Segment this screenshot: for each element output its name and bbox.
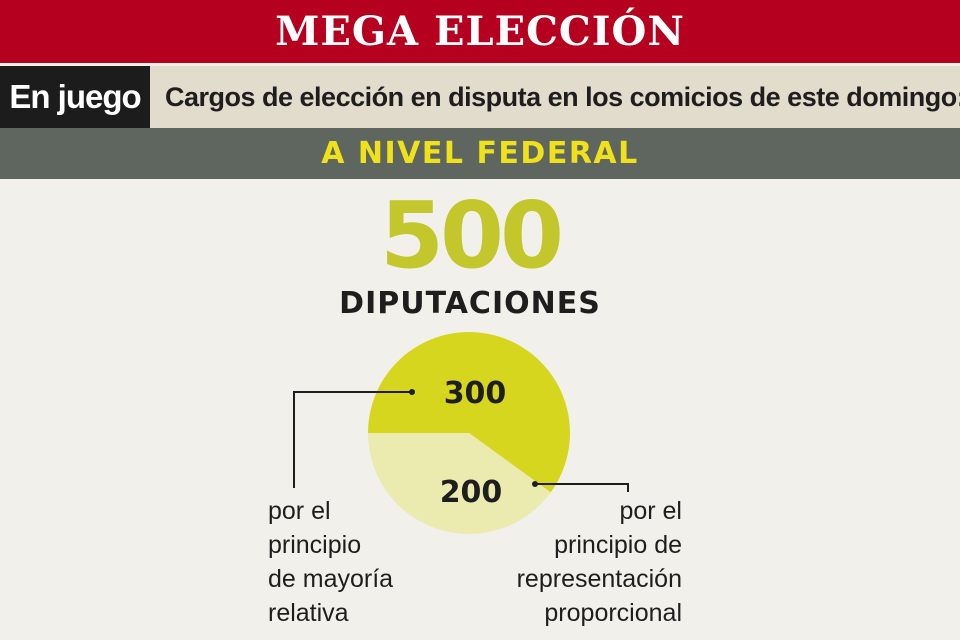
total-label: DIPUTACIONES xyxy=(339,286,601,321)
subtitle: Cargos de elección en disputa en los com… xyxy=(165,81,960,112)
section-tag: En juego xyxy=(0,66,150,128)
title-banner: MEGA ELECCIÓN xyxy=(0,0,960,63)
pie-slice-200 xyxy=(368,433,551,535)
slice-description-200: por el principio de representación propo… xyxy=(516,497,682,627)
leader-dot-right xyxy=(532,481,538,487)
page-title: MEGA ELECCIÓN xyxy=(275,8,685,55)
slice-label-300: 300 xyxy=(444,376,507,411)
leader-line-right xyxy=(535,483,629,492)
pie-slice-300 xyxy=(368,332,570,493)
total-value: 500 xyxy=(379,182,564,289)
level-heading: A NIVEL FEDERAL xyxy=(321,136,639,171)
slice-label-200: 200 xyxy=(440,475,503,510)
level-bar: A NIVEL FEDERAL xyxy=(0,128,960,179)
leader-dot-left xyxy=(409,389,415,395)
slice-description-300: por el principio de mayoría relativa xyxy=(268,497,394,627)
leader-line-left xyxy=(293,391,412,488)
subtitle-bar: En juego Cargos de elección en disputa e… xyxy=(0,66,960,128)
